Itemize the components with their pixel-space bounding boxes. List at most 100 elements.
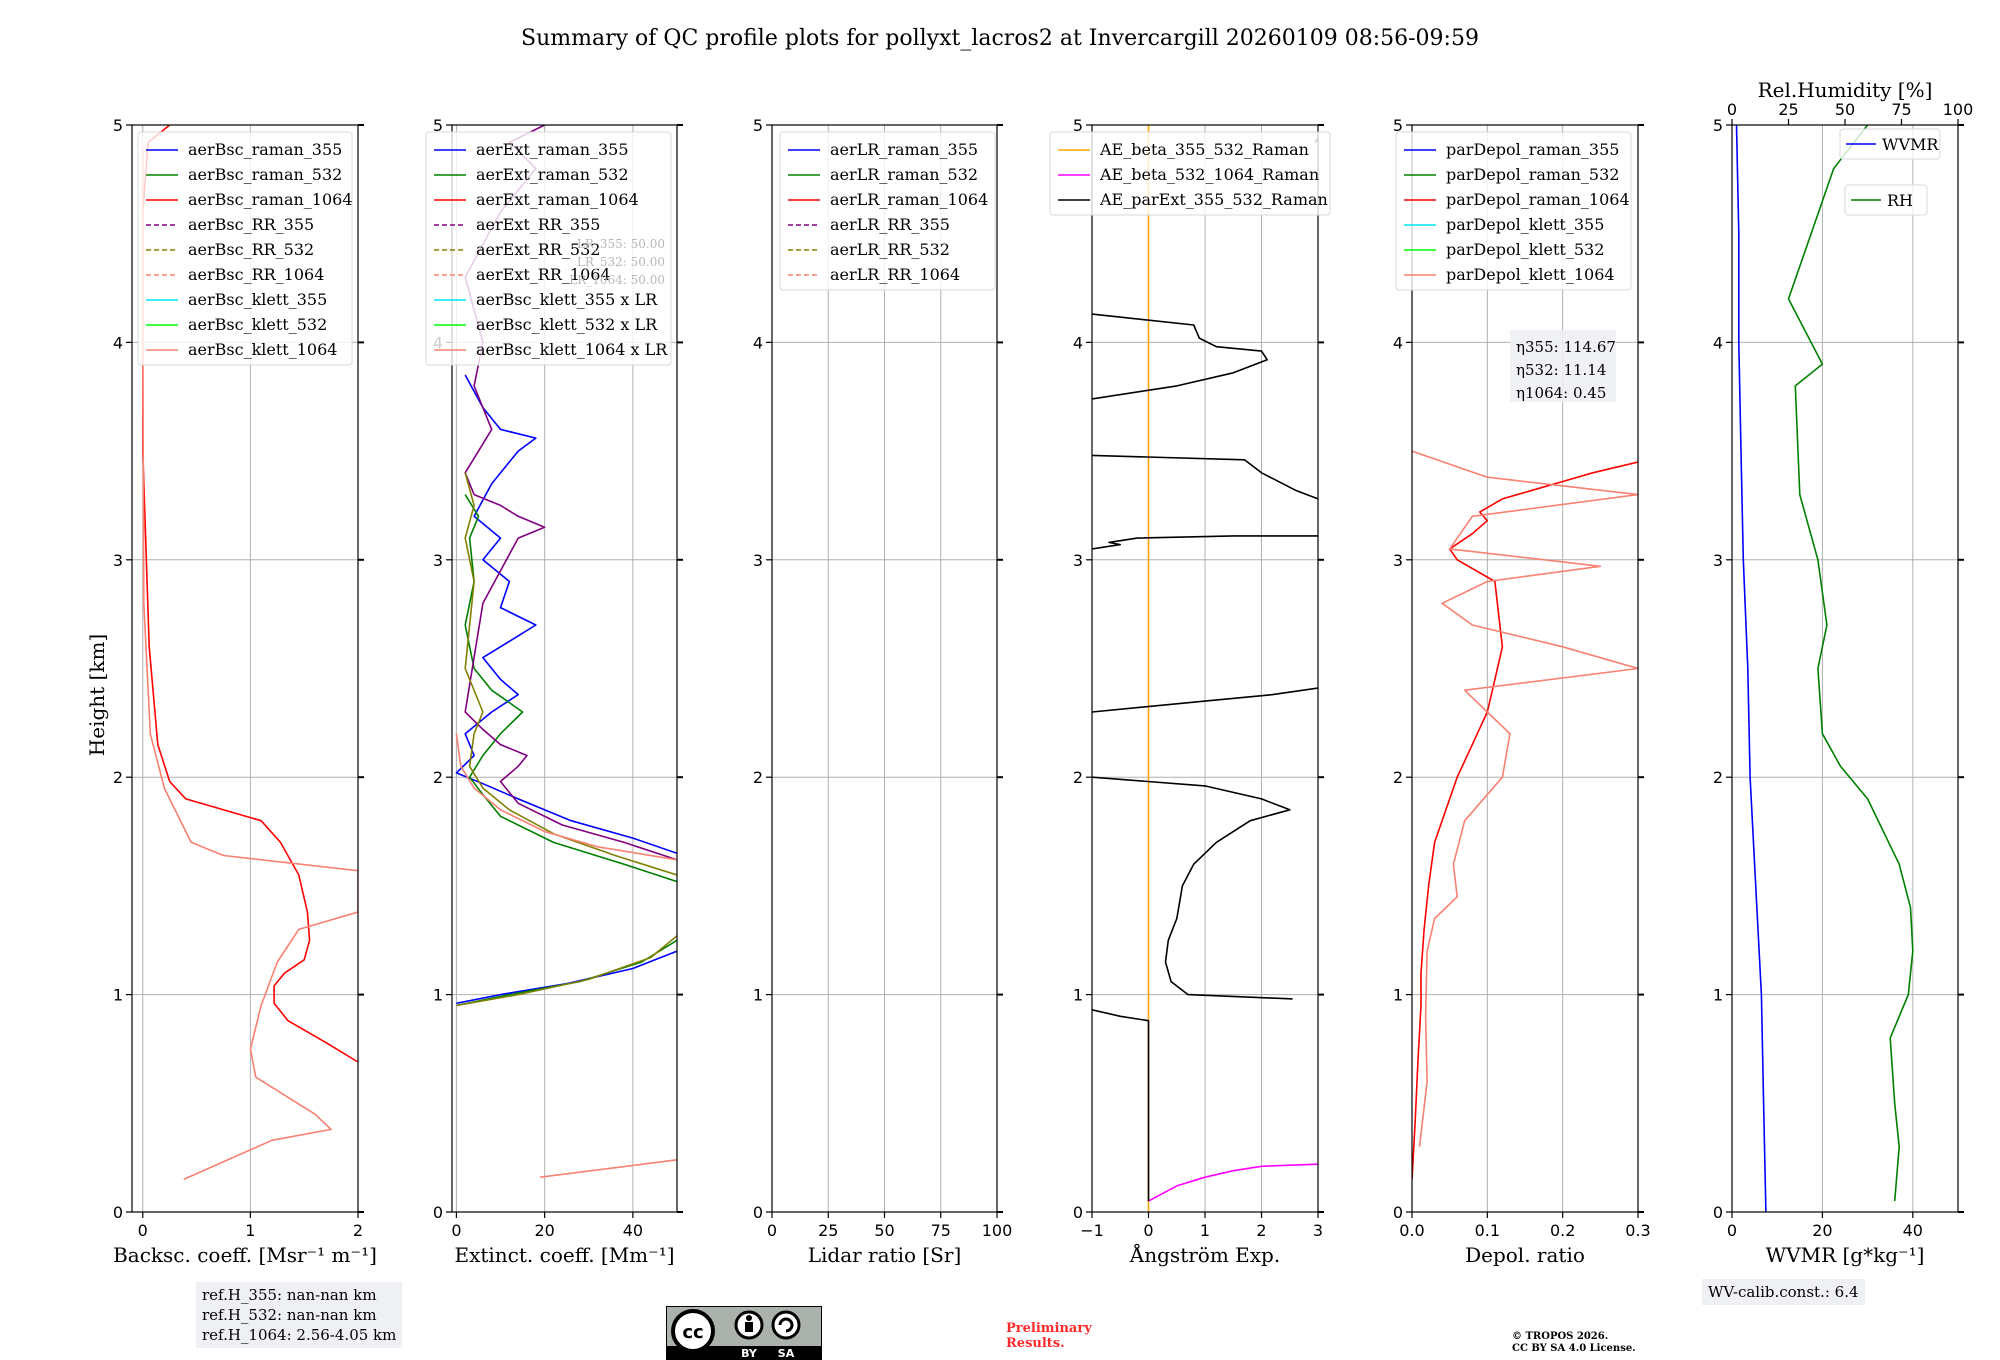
- eta-label: η532: 11.14: [1516, 361, 1606, 379]
- legend: parDepol_raman_355 parDepol_raman_532 parD…: [1395, 131, 1632, 291]
- axes-frame: [1411, 124, 1639, 1213]
- y-tick-label: 5: [1073, 116, 1083, 135]
- y-tick-label: 4: [1713, 333, 1723, 352]
- x-tick-label: 0: [1727, 1221, 1737, 1240]
- y-tick-label: 3: [433, 551, 443, 570]
- y-tick-label: 0: [433, 1203, 443, 1222]
- legend-item: aerBsc_klett_355: [188, 290, 327, 309]
- series-group: [1735, 125, 1914, 1212]
- legend: aerExt_raman_355 aerExt_raman_532 aerExt_r…: [425, 131, 672, 366]
- y-tick-label: 0: [753, 1203, 763, 1222]
- y-tick-label: 1: [1393, 986, 1403, 1005]
- legend: aerLR_raman_355 aerLR_raman_532 aerLR_rama…: [779, 131, 996, 291]
- legend-item: aerBsc_klett_1064: [188, 340, 337, 359]
- series-line-aerExt_RR_532: [456, 935, 677, 1007]
- legend-item: aerLR_raman_1064: [830, 190, 988, 209]
- axes-frame: [451, 124, 678, 1213]
- y-tick-label: 2: [753, 768, 763, 787]
- x-tick-label: 50: [874, 1221, 894, 1240]
- y-tick-label: 5: [1713, 116, 1723, 135]
- legend-item: parDepol_klett_1064: [1446, 265, 1615, 284]
- sa-icon: [771, 1310, 801, 1340]
- wv-calib-text: WV-calib.const.: 6.4: [1708, 1283, 1859, 1301]
- legend: AE_beta_355_532_Raman AE_beta_532_1064_Ra…: [1049, 131, 1331, 216]
- legend-box: [779, 131, 996, 291]
- series-line-AE_parExt_seg4: [1092, 535, 1318, 550]
- preliminary-note: Preliminary Results.: [1006, 1321, 1092, 1351]
- y-tick-label: 0: [113, 1203, 123, 1222]
- legend-item: AE_beta_532_1064_Raman: [1099, 165, 1319, 184]
- y-tick-label: 3: [1073, 551, 1083, 570]
- x-tick-label: 75: [931, 1221, 951, 1240]
- y-tick-label: 4: [113, 333, 123, 352]
- x-tick-label: 1: [245, 1221, 255, 1240]
- x-tick-label: 20: [534, 1221, 554, 1240]
- legend-item: WVMR: [1882, 135, 1939, 154]
- y-tick-label: 2: [1073, 768, 1083, 787]
- x-axis-label: Depol. ratio: [1465, 1243, 1585, 1267]
- legend-item: AE_beta_355_532_Raman: [1099, 140, 1309, 159]
- y-tick-label: 1: [113, 986, 123, 1005]
- x-top-tick-label: 100: [1943, 100, 1974, 119]
- y-tick-label: 1: [1713, 986, 1723, 1005]
- x-tick-label: 0.3: [1625, 1221, 1650, 1240]
- y-tick-label: 1: [433, 986, 443, 1005]
- panel-backscatter: 0 1 2 0 1 2 3 4 5 Backsc. coeff. [Msr⁻¹ m⁻¹] aerBs…: [113, 116, 377, 1267]
- legend-item: aerBsc_klett_355 x LR: [476, 290, 658, 309]
- series-line-WVMR: [1735, 125, 1767, 1212]
- legend-item: aerLR_RR_1064: [830, 265, 960, 284]
- x-tick-label: 3: [1313, 1221, 1323, 1240]
- panel-depolarization: 0.0 0.1 0.2 0.3 0 1 2 3 4 5 Depol. ratio parDepol_r…: [1393, 116, 1651, 1267]
- x-top-axis-label: Rel.Humidity [%]: [1758, 78, 1933, 102]
- y-tick-label: 2: [1393, 768, 1403, 787]
- x-tick-label: 25: [818, 1221, 838, 1240]
- x-tick-label: 40: [623, 1221, 643, 1240]
- legend-item: aerBsc_raman_532: [188, 165, 342, 184]
- legend-item: aerBsc_klett_532: [188, 315, 327, 334]
- series-line-AE_parExt_355_532_Raman: [1092, 1009, 1150, 1202]
- series-line-aerExt_raman_355_upper: [455, 374, 677, 855]
- y-tick-label: 0: [1713, 1203, 1723, 1222]
- x-axis-label: WVMR [g*kg⁻¹]: [1766, 1243, 1925, 1267]
- series-line-aerExt_raman_532_upper: [464, 494, 677, 883]
- eta-label: η1064: 0.45: [1516, 384, 1606, 402]
- ref-height-355: ref.H_355: nan-nan km: [202, 1286, 377, 1304]
- series-line-parDepol_klett_1064: [1412, 450, 1638, 1147]
- legend-item: parDepol_klett_532: [1446, 240, 1604, 259]
- y-tick-label: 0: [1393, 1203, 1403, 1222]
- legend-item: aerBsc_klett_1064 x LR: [476, 340, 668, 359]
- y-tick-label: 5: [1393, 116, 1403, 135]
- copyright-line-2: CC BY SA 4.0 License.: [1512, 1343, 1636, 1354]
- cc-text: cc: [682, 1322, 703, 1343]
- x-tick-label: 1: [1200, 1221, 1210, 1240]
- legend-item: aerExt_raman_532: [476, 165, 629, 184]
- legend-box: [1395, 131, 1632, 291]
- y-tick-label: 5: [433, 116, 443, 135]
- y-tick-label: 4: [1073, 333, 1083, 352]
- legend-box: [425, 131, 672, 366]
- y-tick-label: 1: [753, 986, 763, 1005]
- x-top-tick-label: 25: [1778, 100, 1798, 119]
- x-tick-label: 2: [1256, 1221, 1266, 1240]
- series-line-aerExt_raman_532: [456, 939, 677, 1007]
- x-tick-label: 0.2: [1550, 1221, 1575, 1240]
- legend-item: aerBsc_RR_1064: [188, 265, 324, 284]
- x-axis-label: Backsc. coeff. [Msr⁻¹ m⁻¹]: [113, 1243, 377, 1267]
- sa-label: SA: [778, 1347, 795, 1360]
- x-tick-label: 20: [1812, 1221, 1832, 1240]
- series-line-aerBsc_klett_1064 x LR_upper: [455, 733, 677, 861]
- legend-item: aerBsc_RR_532: [188, 240, 314, 259]
- eta-box: [1510, 330, 1616, 402]
- y-axis-label: Height [km]: [85, 634, 109, 756]
- y-tick-label: 3: [753, 551, 763, 570]
- legend-item: aerBsc_klett_532 x LR: [476, 315, 658, 334]
- x-tick-label: 2: [353, 1221, 363, 1240]
- legend-item: aerExt_RR_355: [476, 215, 600, 234]
- series-group: [455, 125, 677, 1178]
- y-tick-label: 3: [1713, 551, 1723, 570]
- legend-item: AE_parExt_355_532_Raman: [1099, 190, 1328, 209]
- legend-item: aerExt_raman_355: [476, 140, 629, 159]
